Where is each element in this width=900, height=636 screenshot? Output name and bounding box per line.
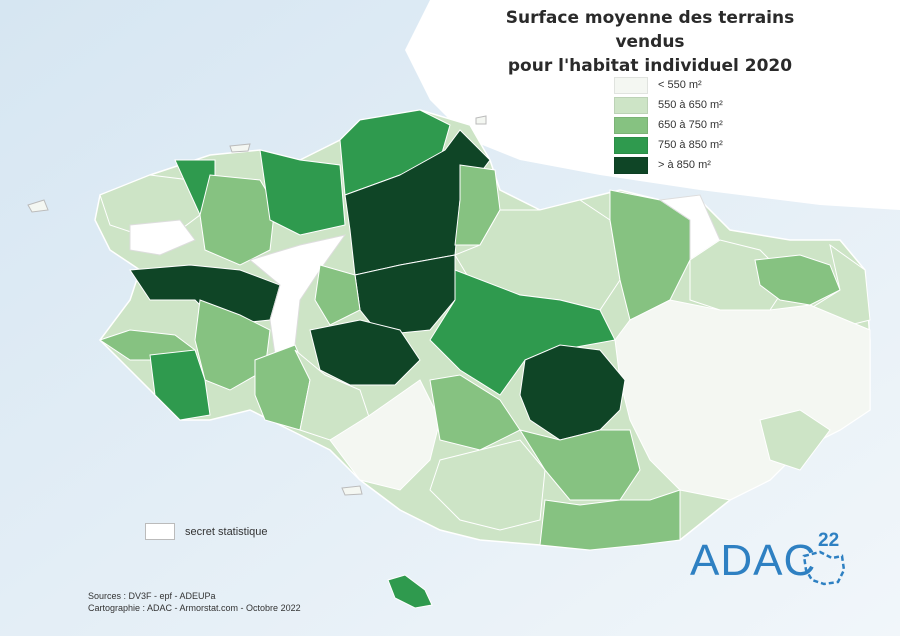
adac-logo: ADAC 22 xyxy=(690,530,860,590)
region-callac xyxy=(354,254,456,336)
region-quimper xyxy=(149,349,211,421)
sources-credits: Sources : DV3F - epf - ADEUPa Cartograph… xyxy=(88,590,301,614)
legend-item: 750 à 850 m² xyxy=(614,136,723,154)
region-rennes xyxy=(614,299,871,501)
legend-item: > à 850 m² xyxy=(614,156,723,174)
region-ploermel xyxy=(539,489,681,551)
logo-map-mark-icon xyxy=(802,550,846,586)
map-title-line1: Surface moyenne des terrains vendus xyxy=(505,8,795,52)
island-groix xyxy=(341,485,363,496)
region-vannes xyxy=(429,439,546,531)
region-locmine xyxy=(518,429,641,501)
region-pontivy xyxy=(519,344,626,441)
logo-superscript: 22 xyxy=(818,530,840,551)
secret-swatch xyxy=(145,523,175,540)
region-leon-center xyxy=(199,174,276,266)
logo-text: ADAC xyxy=(690,536,817,585)
legend-swatch xyxy=(614,96,648,114)
map-title: Surface moyenne des terrains vendus pour… xyxy=(470,6,830,78)
region-brest xyxy=(129,219,196,256)
legend-swatch xyxy=(614,156,648,174)
region-vitre-south xyxy=(759,409,831,471)
legend-item: 650 à 750 m² xyxy=(614,116,723,134)
legend-swatch xyxy=(614,116,648,134)
legend-label: < 550 m² xyxy=(658,79,702,91)
legend-swatch xyxy=(614,76,648,94)
region-chateaulin xyxy=(194,299,271,391)
legend-swatch xyxy=(614,136,648,154)
secret-legend: secret statistique xyxy=(145,523,268,540)
region-morlaix xyxy=(259,149,346,236)
island-belle-ile xyxy=(387,574,433,609)
region-carhaix xyxy=(314,264,361,326)
secret-label: secret statistique xyxy=(185,525,268,538)
legend-label: 550 à 650 m² xyxy=(658,99,723,111)
region-gourin xyxy=(309,319,421,386)
legend-label: > à 850 m² xyxy=(658,159,711,171)
cartography-line: Cartographie : ADAC - Armorstat.com - Oc… xyxy=(88,603,301,613)
title-backdrop xyxy=(405,0,900,210)
sources-line: Sources : DV3F - epf - ADEUPa xyxy=(88,591,216,601)
region-fougeres xyxy=(754,254,841,306)
island-brehat xyxy=(475,115,487,125)
legend-label: 750 à 850 m² xyxy=(658,139,723,151)
legend: < 550 m² 550 à 650 m² 650 à 750 m² 750 à… xyxy=(614,76,723,176)
island-ouessant xyxy=(27,199,49,213)
legend-item: 550 à 650 m² xyxy=(614,96,723,114)
legend-item: < 550 m² xyxy=(614,76,723,94)
legend-label: 650 à 750 m² xyxy=(658,119,723,131)
region-lorient xyxy=(329,379,441,491)
map-title-line2: pour l'habitat individuel 2020 xyxy=(507,56,793,76)
island-batz xyxy=(229,143,251,153)
